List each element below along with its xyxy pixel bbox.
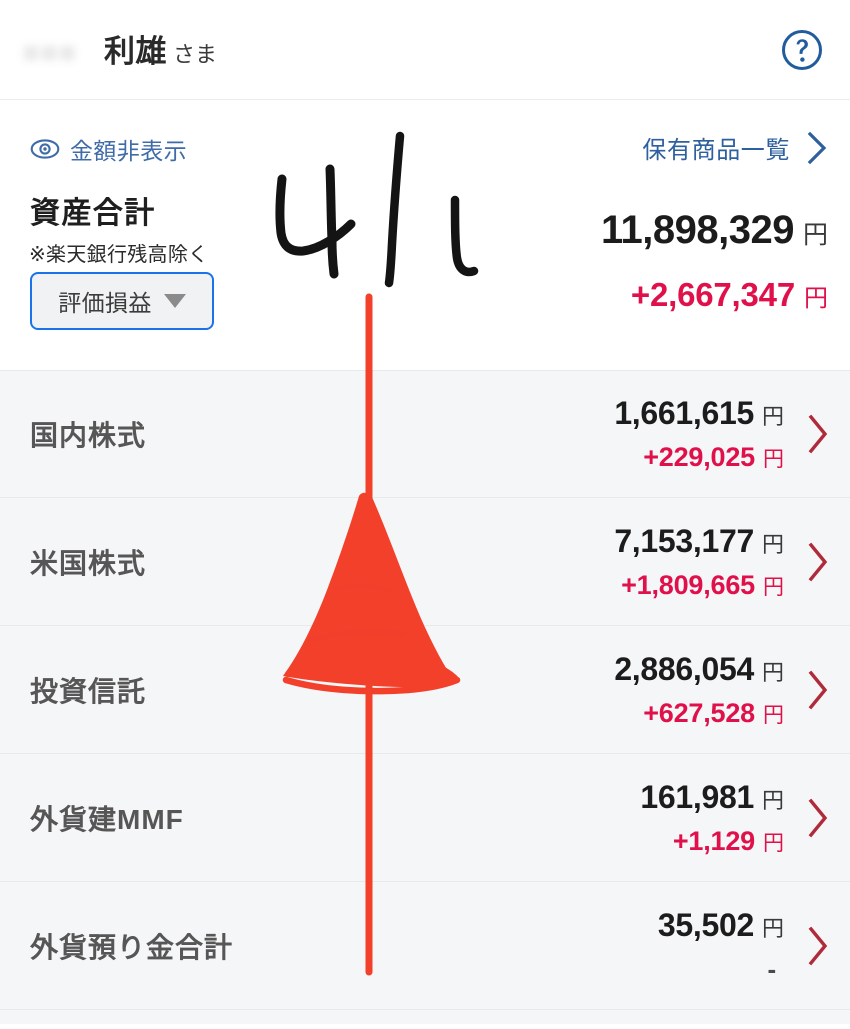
asset-gain-unit: 円 <box>763 575 784 599</box>
chevron-right-icon[interactable] <box>806 541 830 583</box>
table-row[interactable]: 外貨預り金合計 35,502 円 - <box>0 882 850 1010</box>
asset-category-values: 35,502 円 - <box>658 882 784 1009</box>
asset-category-values: 1,661,615 円 +229,025 円 <box>614 371 784 497</box>
user-name: 利雄 <box>104 34 167 69</box>
asset-category-label: 外貨建MMF <box>30 803 184 835</box>
metric-select[interactable]: 評価損益 <box>30 272 214 330</box>
asset-gain-value: +229,025 <box>643 442 755 472</box>
asset-amount-unit: 円 <box>761 404 784 429</box>
toggle-hide-amount[interactable]: 金額非表示 <box>30 132 187 166</box>
asset-amount: 2,886,054 円 <box>614 651 784 688</box>
caret-down-icon <box>163 294 186 308</box>
hide-amount-label: 金額非表示 <box>70 138 187 164</box>
table-row[interactable]: 米国株式 7,153,177 円 +1,809,665 円 <box>0 498 850 626</box>
asset-amount-value: 35,502 <box>657 906 754 943</box>
asset-amount-unit: 円 <box>761 787 784 813</box>
total-gain-value: +2,667,347 <box>630 276 795 313</box>
asset-amount-value: 161,981 <box>640 778 754 815</box>
chevron-right-icon[interactable] <box>806 797 830 839</box>
table-row[interactable]: 国内株式 1,661,615 円 +229,025 円 <box>0 370 850 498</box>
asset-amount-unit: 円 <box>761 659 784 685</box>
asset-total-note: ※楽天銀行残高除く <box>29 244 209 266</box>
asset-amount: 161,981 円 <box>640 779 784 816</box>
asset-amount-value: 7,153,177 <box>614 522 754 559</box>
asset-gain: +229,025 円 <box>643 442 784 473</box>
page-title: 資産合計 <box>30 197 156 230</box>
asset-gain: +1,809,665 円 <box>621 570 784 601</box>
asset-amount-value: 1,661,615 <box>614 395 754 431</box>
asset-amount-value: 2,886,054 <box>614 650 754 687</box>
asset-gain-unit: 円 <box>763 831 784 855</box>
total-asset-gain: +2,667,347 円 <box>631 276 828 314</box>
asset-amount-unit: 円 <box>761 531 784 557</box>
chevron-right-icon[interactable] <box>806 413 830 455</box>
holdings-list-link[interactable]: 保有商品一覧 <box>642 130 828 165</box>
asset-category-values: 7,153,177 円 +1,809,665 円 <box>614 498 784 625</box>
asset-gain-value: +1,809,665 <box>621 569 755 600</box>
asset-amount: 35,502 円 <box>658 907 784 944</box>
asset-summary-panel: 金額非表示 保有商品一覧 資産合計 ※楽天銀行残高除く 評価損益 11,898,… <box>0 100 850 370</box>
asset-category-label: 国内株式 <box>30 420 147 451</box>
total-asset-amount: 11,898,329 円 <box>601 208 828 253</box>
metric-select-label: 評価損益 <box>58 290 152 316</box>
asset-category-values: 161,981 円 +1,129 円 <box>640 754 784 881</box>
redacted-surname: ■■■ <box>22 36 77 66</box>
asset-gain-unit: 円 <box>763 703 784 727</box>
asset-amount: 7,153,177 円 <box>614 523 784 560</box>
asset-category-label: 外貨預り金合計 <box>30 931 234 963</box>
chevron-right-icon[interactable] <box>806 669 830 711</box>
asset-gain-value: +1,129 <box>672 825 755 856</box>
asset-gain: +1,129 円 <box>673 826 784 857</box>
asset-amount-unit: 円 <box>761 915 784 941</box>
app-header: ■■■ 利雄 さま <box>0 0 850 100</box>
total-asset-unit: 円 <box>802 221 828 249</box>
user-name-suffix: さま <box>173 42 218 67</box>
asset-category-values: 2,886,054 円 +627,528 円 <box>614 626 784 753</box>
total-gain-unit: 円 <box>804 285 828 312</box>
asset-amount: 1,661,615 円 <box>614 395 784 432</box>
question-circle-icon[interactable] <box>780 28 824 72</box>
user-greeting: ■■■ 利雄 さま <box>22 26 217 71</box>
chevron-right-icon <box>806 131 828 165</box>
table-row[interactable]: 投資信託 2,886,054 円 +627,528 円 <box>0 626 850 754</box>
asset-category-list: 国内株式 1,661,615 円 +229,025 円米国株式 7,153,177 円 +1,… <box>0 370 850 1010</box>
table-row[interactable]: 外貨建MMF 161,981 円 +1,129 円 <box>0 754 850 882</box>
chevron-right-icon[interactable] <box>806 925 830 967</box>
asset-gain-value: +627,528 <box>643 697 755 728</box>
asset-gain-value: - <box>767 953 777 984</box>
eye-icon <box>30 138 60 160</box>
holdings-list-label: 保有商品一覧 <box>642 137 790 164</box>
asset-gain: +627,528 円 <box>643 698 784 729</box>
asset-category-label: 投資信託 <box>30 675 147 707</box>
asset-gain-unit: 円 <box>763 448 784 471</box>
total-asset-value: 11,898,329 <box>600 208 795 252</box>
asset-gain: - <box>768 954 784 985</box>
asset-category-label: 米国株式 <box>30 547 147 579</box>
